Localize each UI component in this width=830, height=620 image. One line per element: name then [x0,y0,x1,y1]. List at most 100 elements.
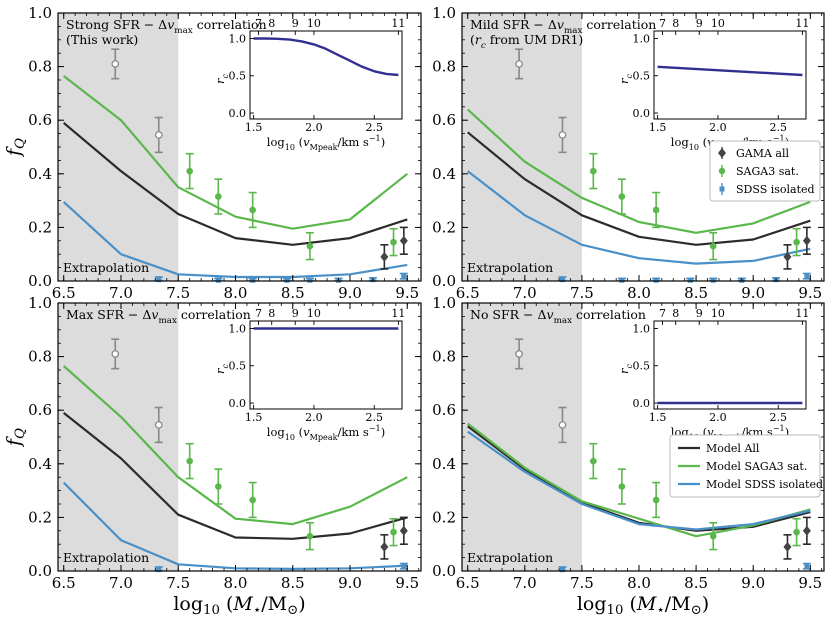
inset-top-tick-label: 9 [696,17,703,30]
x-tick-label: 8.0 [224,574,248,592]
saga-point-5 [793,528,800,536]
open-point-2 [558,421,567,429]
sdss-point-2 [215,277,221,283]
y-tick-label: 0.8 [28,58,52,76]
legend-marker [718,167,726,175]
inset-x-label: log10 (vMpeak/km s−1) [267,424,385,442]
x-tick-label: 7.0 [513,284,537,302]
saga-point-3 [652,206,660,214]
panel-subtitle: (This work) [66,32,138,47]
open-point-1 [515,350,523,358]
open-point-2 [558,131,567,139]
inset-top-tick-label: 8 [672,17,679,30]
y-tick-label: 0.8 [432,348,456,366]
inset-x-tick-label: 1.5 [649,121,667,134]
inset-x-tick-label: 2.0 [305,121,323,134]
saga-point-2 [215,193,222,200]
y-tick-label: 0.2 [432,218,456,236]
panel-4: 6.5 7.0 7.5 8.0 8.5 9.0 9.50.00.20.40.60.81.0N… [432,294,825,592]
panel-title: Mild SFR − Δvmax correlation [470,17,656,36]
panel-2: 6.5 7.0 7.5 8.0 8.5 9.0 9.50.00.20.40.60.81.0M… [432,4,825,302]
inset-top-tick-label: 7 [255,17,262,30]
saga-point-5 [390,238,397,246]
x-tick-label: 7.5 [166,574,190,592]
legend-marker [718,148,726,158]
inset-x-tick-label: 2.5 [366,121,384,134]
inset-x-tick-label: 2.5 [770,411,788,424]
inset-top-tick-label: 10 [307,17,321,30]
line-model-all [63,412,408,540]
inset-x-tick-label: 2.5 [770,121,788,134]
inset-y-tick-label: 0.0 [229,107,247,120]
y-tick-label: 0.6 [432,401,456,419]
inset-top-tick-label: 7 [255,307,262,320]
inset-top-tick-label: 11 [391,307,405,320]
inset-y-tick-label: 1.0 [633,32,651,45]
y-tick-label: 0.0 [28,562,52,580]
open-point-1 [111,350,120,358]
panel-subtitle: (rc from UM DR1) [470,32,583,51]
inset-top-tick-label: 8 [268,307,275,320]
saga-point-5 [390,528,397,536]
inset-y-tick-label: 0.0 [633,397,651,410]
inset-x-tick-label: 2.0 [709,411,727,424]
inset-y-tick-label: 0.5 [229,70,247,83]
line-model-saga3-sat- [62,365,408,526]
inset-x-tick-label: 2.0 [709,121,727,134]
inset-frame [249,30,403,120]
open-point-1 [515,60,523,68]
inset-x-tick-label: 1.5 [245,411,263,424]
x-tick-label: 9.5 [798,284,822,302]
extrapolation-shade [462,13,582,281]
gama-point-2 [802,235,811,246]
inset-y-label: rc [617,74,634,85]
y-tick-label: 1.0 [432,294,456,312]
panel-3: 6.5 7.0 7.5 8.0 8.5 9.0 9.50.00.20.40.60.81.0M… [28,294,422,592]
x-tick-label: 7.0 [513,574,537,592]
panel-title: Max SFR − Δvmax correlation [66,307,251,326]
sdss-point-1 [156,277,162,283]
y-tick-label: 0.0 [432,562,456,580]
line-model-all [62,122,408,246]
saga-point-4 [709,242,717,250]
inset-y-label: rc [213,74,230,85]
inset-top-tick-label: 11 [795,17,809,30]
inset-y-tick-label: 0.0 [633,107,651,120]
y-tick-label: 0.2 [28,218,52,236]
x-tick-label: 6.5 [52,574,76,592]
legend-frame [669,434,821,498]
x-tick-label: 9.5 [395,574,419,592]
sdss-point-2 [619,277,625,283]
inset-top-tick-label: 8 [672,307,679,320]
inset-y-tick-label: 1.0 [229,32,247,45]
extrapolation-shade [58,303,179,571]
y-tick-label: 0.4 [432,455,456,473]
inset-x-tick-label: 2.5 [366,411,384,424]
y-tick-label: 1.0 [28,294,52,312]
open-point-2 [154,421,163,429]
inset-top-tick-label: 10 [711,307,725,320]
inset-y-tick-label: 0.5 [633,70,651,83]
x-tick-label: 6.5 [52,284,76,302]
x-tick-label: 7.0 [109,284,133,302]
y-tick-label: 0.4 [28,455,52,473]
x-tick-label: 7.5 [570,284,594,302]
line-model-saga3-sat- [467,422,811,538]
x-tick-label: 9.5 [395,284,419,302]
extrapolation-label: Extrapolation [467,550,553,565]
saga-point-1 [186,457,193,465]
saga-point-4 [709,532,717,540]
inset-top-tick-label: 9 [292,17,299,30]
saga-point-2 [618,193,626,200]
inset-x-tick-label: 2.0 [305,411,323,424]
inset-y-tick-label: 0.5 [633,360,651,373]
inset-top-tick-label: 9 [696,307,703,320]
inset-y-tick-label: 1.0 [633,322,651,335]
extrapolation-shade [462,303,582,571]
gama-point-1 [380,251,389,262]
legend-label: SDSS isolated [736,183,815,196]
y-tick-label: 0.4 [28,165,52,183]
saga-point-3 [652,496,660,504]
